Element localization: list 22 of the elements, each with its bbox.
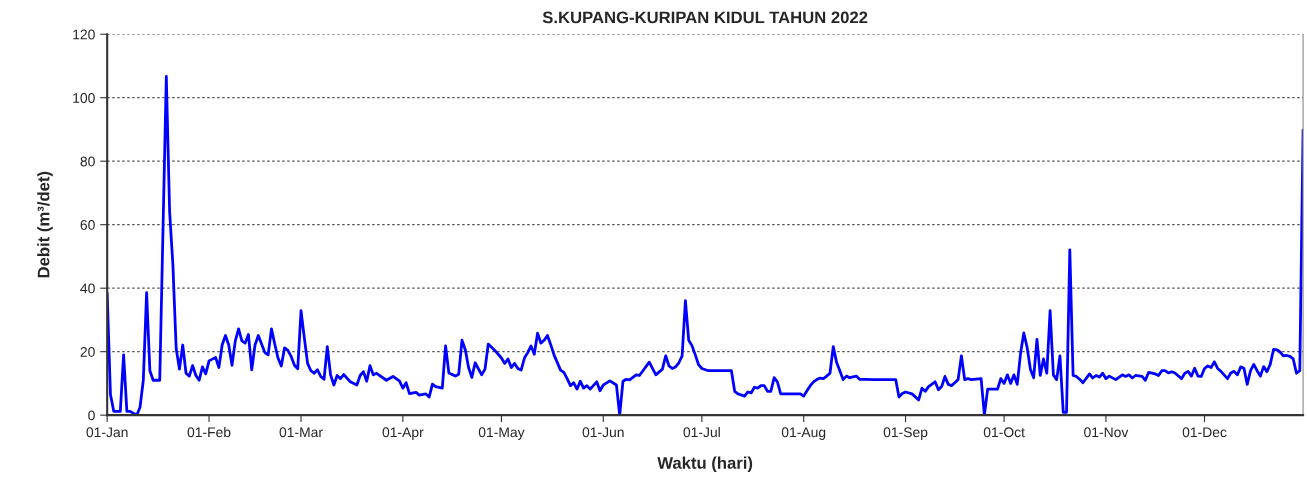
y-axis-title: Debit (m³/det) (37, 171, 53, 278)
y-tick-label: 40 (80, 283, 95, 294)
x-tick-label: 01-Jul (683, 426, 720, 438)
x-tick-label: 01-Jun (582, 427, 624, 438)
x-tick-label: 01-Feb (187, 426, 231, 438)
x-tick-label: 01-Mar (279, 427, 323, 438)
x-tick-label: 01-May (478, 427, 525, 440)
y-tick-label: 20 (80, 347, 95, 357)
x-axis-title: Waktu (hari) (657, 456, 753, 473)
y-tick-label: 80 (80, 156, 95, 167)
y-tick-label: 100 (73, 93, 95, 103)
x-tick-label: 01-Apr (382, 427, 424, 440)
y-tick-label: 60 (80, 220, 95, 230)
y-tick-label: 120 (73, 29, 95, 40)
x-tick-label: 01-Sep (883, 427, 928, 440)
x-tick-label: 01-Dec (1182, 427, 1227, 438)
x-tick-label: 01-Nov (1084, 427, 1129, 438)
y-tick-label: 0 (88, 410, 95, 421)
x-tick-label: 01-Oct (983, 427, 1025, 438)
x-tick-label: 01-Aug (781, 427, 826, 440)
x-tick-label: 01-Jan (86, 427, 128, 438)
chart-title: S.KUPANG-KURIPAN KIDUL TAHUN 2022 (542, 11, 868, 24)
